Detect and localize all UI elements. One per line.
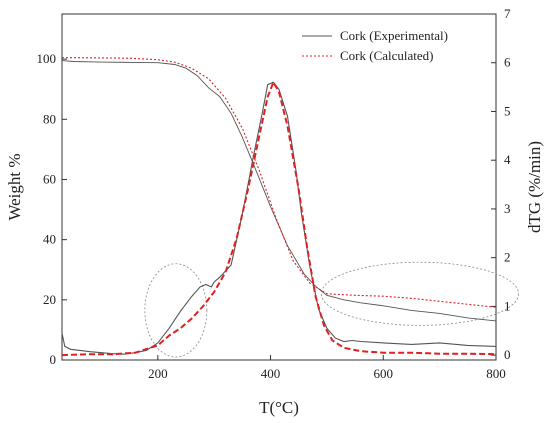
x-tick-label: 800	[486, 366, 506, 381]
plot-frame	[61, 13, 497, 361]
dtg-line-calculated	[61, 79, 497, 357]
weight-line-experimental	[61, 60, 497, 322]
legend-label: Cork (Experimental)	[340, 28, 448, 43]
x-tick-label: 400	[261, 366, 281, 381]
y-left-tick-label: 0	[50, 352, 57, 367]
y-left-tick-label: 40	[43, 232, 56, 247]
y-right-axis-label: dTG (%/min)	[525, 141, 544, 233]
dtg-line-experimental	[61, 81, 497, 355]
y-right-tick-label: 6	[504, 55, 511, 70]
highlight-ellipse	[320, 261, 519, 326]
y-left-axis-label: Weight %	[5, 153, 24, 220]
y-right-tick-label: 2	[504, 250, 511, 265]
y-left-tick-label: 80	[43, 111, 56, 126]
highlight-ellipse	[144, 263, 208, 358]
y-right-tick-label: 3	[504, 201, 511, 216]
y-right-tick-label: 7	[504, 6, 511, 21]
y-left-tick-label: 100	[37, 51, 57, 66]
y-left-tick-label: 60	[43, 171, 56, 186]
y-left-tick-label: 20	[43, 292, 56, 307]
x-tick-label: 600	[374, 366, 394, 381]
y-right-tick-label: 0	[504, 347, 511, 362]
y-right-tick-label: 5	[504, 103, 511, 118]
legend-label: Cork (Calculated)	[340, 48, 434, 63]
y-right-tick-label: 1	[504, 298, 511, 313]
y-right-tick-label: 4	[504, 152, 511, 167]
weight-line-calculated	[61, 57, 497, 308]
x-axis-label: T(°C)	[259, 398, 299, 417]
x-tick-label: 200	[148, 366, 168, 381]
